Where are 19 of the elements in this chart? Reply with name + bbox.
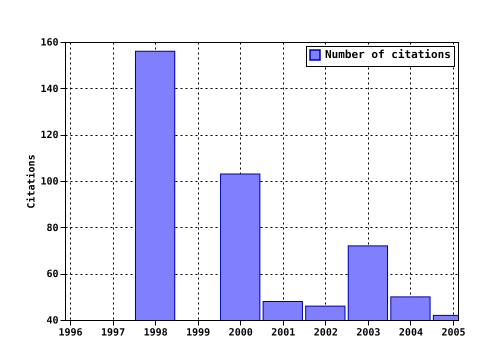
y-tick-label: 80 <box>46 222 58 234</box>
y-tick-label: 60 <box>46 269 58 280</box>
x-tick-label: 1999 <box>186 328 210 338</box>
x-tick-label: 2003 <box>356 328 380 338</box>
x-tick-label: 1997 <box>101 328 126 338</box>
x-tick-label: 2000 <box>228 328 253 338</box>
x-tick-label: 2001 <box>271 328 296 338</box>
legend-label: Number of citations <box>325 48 451 61</box>
x-tick-label: 1996 <box>58 328 83 338</box>
x-tick-label: 1998 <box>144 328 168 338</box>
y-tick-label: 100 <box>40 176 58 188</box>
y-tick-label: 160 <box>40 38 58 48</box>
y-tick-label: 40 <box>46 316 58 326</box>
y-tick-label: 140 <box>40 84 58 95</box>
x-tick-label: 2002 <box>314 328 338 338</box>
y-tick-label: 120 <box>40 130 58 142</box>
y-axis-title: Citations <box>25 154 38 209</box>
x-tick-label: 2004 <box>398 328 423 338</box>
x-tick-label: 2005 <box>441 328 466 338</box>
